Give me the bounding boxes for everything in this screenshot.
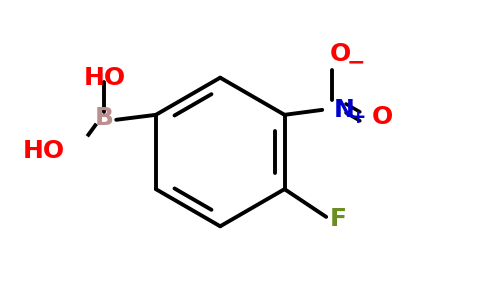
Text: HO: HO — [23, 140, 65, 164]
Text: −: − — [347, 52, 365, 72]
Text: O: O — [330, 42, 351, 66]
Text: F: F — [330, 207, 347, 231]
Text: B: B — [95, 106, 114, 130]
Text: O: O — [372, 105, 393, 129]
Text: N: N — [334, 98, 355, 122]
Text: +: + — [350, 108, 366, 127]
Text: HO: HO — [83, 66, 125, 90]
